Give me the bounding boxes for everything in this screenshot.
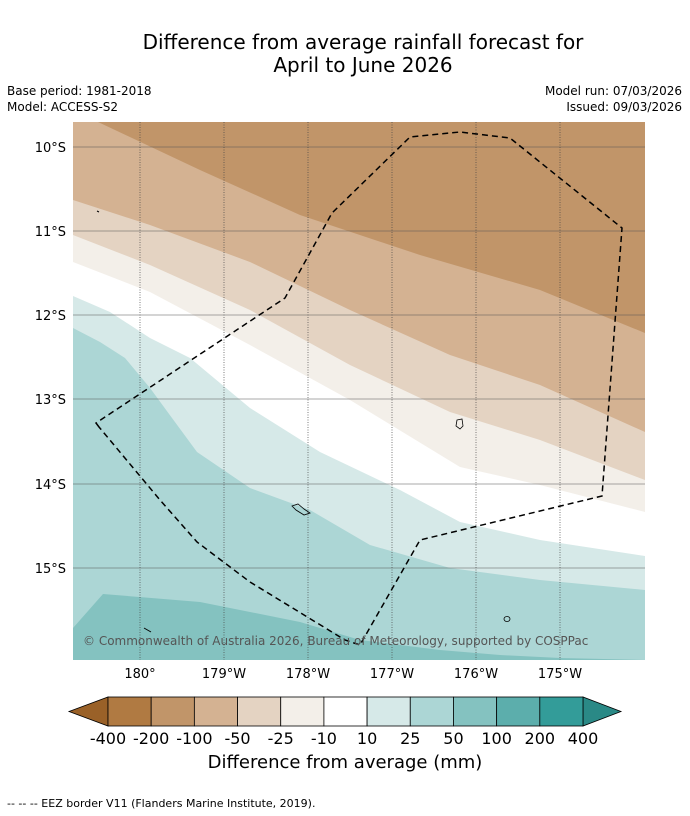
island-outline (96, 210, 100, 213)
band-plus-25 (73, 328, 645, 660)
legend-swatch-upper-extend (582, 696, 623, 727)
lon-label: 177°W (370, 667, 414, 682)
legend-swatch (323, 696, 368, 727)
island-outline (455, 418, 464, 430)
title-line-2: April to June 2026 (273, 53, 453, 77)
meta-right: Model run: 07/03/2026 Issued: 09/03/2026 (545, 83, 682, 115)
model-name: Model: ACCESS-S2 (7, 100, 119, 114)
legend-tick-label: 25 (400, 729, 420, 748)
island-outline (143, 627, 152, 633)
legend-tick-label: -50 (224, 729, 250, 748)
legend-swatch-lower-extend (67, 696, 109, 727)
longitude-labels: 180° 179°W 178°W 177°W 176°W 175°W (124, 667, 582, 682)
model-run: Model run: 07/03/2026 (544, 84, 682, 98)
legend-tick-label: 400 (568, 729, 599, 748)
lon-label: 175°W (538, 667, 582, 682)
color-legend: -400 -200 -100 -50 -25 -10 10 25 50 100 200 400 (67, 696, 623, 748)
legend-swatch (280, 696, 325, 727)
legend-swatch (366, 696, 411, 727)
lat-label: 11°S (35, 225, 66, 240)
legend-tick-label: -200 (133, 729, 169, 748)
chart-title: Difference from average rainfall forecas… (0, 31, 690, 77)
legend-tick-label: -400 (90, 729, 126, 748)
lon-label: 176°W (454, 667, 498, 682)
legend-swatch (150, 696, 195, 727)
copyright-notice: © Commonwealth of Australia 2026, Bureau… (83, 634, 588, 648)
legend-tick-label: -100 (176, 729, 212, 748)
legend-swatch (107, 696, 152, 727)
lat-label: 12°S (35, 309, 66, 324)
gridlines (73, 122, 645, 660)
title-line-1: Difference from average rainfall forecas… (142, 30, 584, 54)
legend-tick-label: 100 (481, 729, 512, 748)
legend-tick-label: -10 (311, 729, 337, 748)
lon-label: 180° (124, 667, 155, 682)
legend-swatch (453, 696, 498, 727)
lon-label: 178°W (286, 667, 330, 682)
legend-swatch (237, 696, 282, 727)
eez-border (94, 131, 623, 646)
lat-label: 14°S (35, 478, 66, 493)
island-outline (503, 616, 511, 622)
legend-swatch (496, 696, 541, 727)
island-outline (291, 503, 311, 516)
map-area: © Commonwealth of Australia 2026, Bureau… (73, 122, 645, 660)
legend-tick-label: 10 (357, 729, 377, 748)
legend-swatch (409, 696, 454, 727)
lon-label: 179°W (202, 667, 246, 682)
meta-left: Base period: 1981-2018 Model: ACCESS-S2 (7, 83, 152, 115)
legend-swatch (193, 696, 238, 727)
band-plus-50 (73, 594, 645, 660)
legend-swatch (539, 696, 584, 727)
lat-label: 10°S (35, 141, 66, 156)
lat-label: 13°S (35, 393, 66, 408)
base-period: Base period: 1981-2018 (7, 84, 152, 98)
issued-date: Issued: 09/03/2026 (566, 100, 682, 114)
lat-label: 15°S (35, 562, 66, 577)
legend-tick-label: 200 (525, 729, 556, 748)
latitude-labels: 10°S 11°S 12°S 13°S 14°S 15°S (35, 141, 66, 577)
legend-tick-label: -25 (268, 729, 294, 748)
eez-footnote: -- -- -- EEZ border V11 (Flanders Marine… (7, 797, 316, 810)
legend-tick-label: 50 (443, 729, 463, 748)
legend-label: Difference from average (mm) (207, 752, 483, 773)
